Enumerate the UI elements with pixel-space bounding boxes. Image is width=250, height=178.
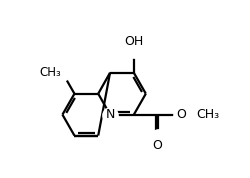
Text: CH₃: CH₃: [197, 108, 220, 121]
Text: N: N: [105, 108, 115, 121]
Text: OH: OH: [124, 35, 144, 48]
Text: O: O: [176, 108, 186, 121]
Text: CH₃: CH₃: [40, 66, 62, 79]
Text: O: O: [153, 139, 162, 152]
